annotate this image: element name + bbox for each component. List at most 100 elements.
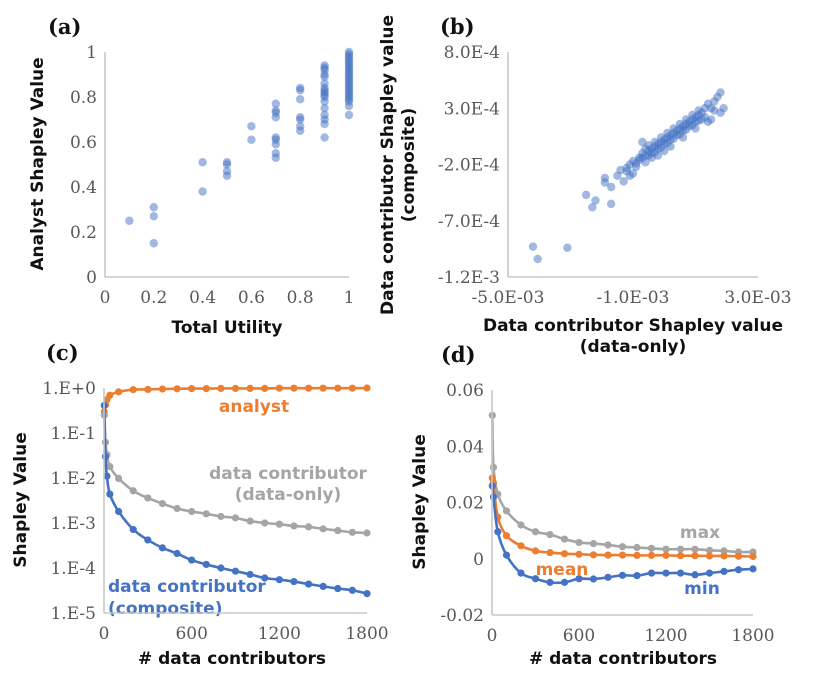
series-marker <box>290 577 298 586</box>
data-point <box>697 108 706 117</box>
series-marker <box>489 463 498 471</box>
x-tick-label: 0.6 <box>238 288 265 308</box>
y-tick-label: 0.6 <box>70 133 97 153</box>
data-point <box>703 117 713 126</box>
data-point <box>581 190 591 200</box>
series-marker <box>173 549 181 558</box>
data-point <box>149 212 158 221</box>
series-marker <box>290 522 298 530</box>
x-tick-label: 1800 <box>731 626 774 646</box>
x-tick-label: 0 <box>100 288 111 308</box>
points-b <box>528 88 728 264</box>
series-marker <box>246 517 254 525</box>
series-marker <box>633 551 641 559</box>
x-tick-label: 1800 <box>345 624 388 644</box>
series-marker <box>517 521 525 529</box>
panel-label-d: (d) <box>441 342 476 367</box>
x-tick-label: -1.0E-03 <box>597 288 670 308</box>
x-ticks-a: 0 0.2 0.4 0.6 0.8 1 <box>100 288 355 308</box>
series-marker <box>502 532 511 540</box>
series-marker <box>158 499 167 508</box>
panel-c-line-log: (c) 0 600 1200 1800 1.E+01.E-11.E-21.E-31.E… <box>11 340 389 669</box>
series-marker <box>749 552 757 561</box>
x-tick-label: 3.0E-03 <box>724 288 791 308</box>
series-marker <box>618 551 627 559</box>
series-marker <box>304 384 313 392</box>
series-marker <box>604 573 612 581</box>
series-marker <box>705 552 714 560</box>
data-point <box>635 155 644 165</box>
series-marker <box>173 385 181 393</box>
series-marker <box>560 535 569 543</box>
series-marker <box>319 384 327 392</box>
panel-b-scatter: (b) -5.0E-03 -1.0E-03 3.0E-03 8.0E-4 3.0E-4… <box>378 14 792 357</box>
series-marker <box>589 551 598 559</box>
y-axis-title-c: Shapley Value <box>11 432 31 568</box>
y-tick-label: 0.4 <box>70 178 97 198</box>
series-marker <box>546 578 554 586</box>
data-point <box>619 177 628 186</box>
points-a <box>125 47 354 248</box>
series-marker <box>103 472 111 480</box>
series-marker <box>319 525 327 533</box>
series-marker <box>202 384 210 393</box>
y-tick-label: 1.E-3 <box>50 514 96 534</box>
series-marker <box>589 539 598 548</box>
data-point <box>638 137 647 147</box>
x-axis-title-a: Total Utility <box>172 318 283 338</box>
x-tick-label: 1 <box>344 288 355 308</box>
x-tick-label: 0 <box>487 626 498 646</box>
y-tick-label: 1 <box>86 43 97 63</box>
x-tick-label: 0.4 <box>189 288 216 308</box>
series-marker <box>363 384 371 392</box>
x-axis-title-c: # data contributors <box>138 649 326 669</box>
series-marker <box>275 520 283 528</box>
data-point <box>616 165 625 175</box>
series-marker <box>319 582 327 591</box>
data-point <box>198 187 207 196</box>
panel-label-a: (a) <box>48 14 81 39</box>
series-marker <box>560 578 569 586</box>
series-marker <box>334 584 342 593</box>
series-marker <box>231 514 240 522</box>
series-marker <box>575 550 583 558</box>
series-marker <box>363 589 371 598</box>
series-marker <box>348 528 356 536</box>
series-marker <box>691 545 699 553</box>
series-marker <box>261 574 269 582</box>
series-marker <box>217 564 225 572</box>
series-marker <box>633 572 641 580</box>
y-tick-label: -7.0E-4 <box>438 212 500 232</box>
series-marker <box>734 566 743 574</box>
series-marker <box>202 560 210 569</box>
series-marker <box>231 567 240 575</box>
panel-a-scatter: (a) 0 0.2 0.4 0.6 0.8 1 0 0.2 0.4 0.6 0.8 1 Total … <box>28 14 354 338</box>
y-ticks-d: 0.06 0.04 0.02 0 -0.02 <box>440 381 484 626</box>
series-marker <box>575 538 583 547</box>
y-tick-label: 1.E-5 <box>50 604 96 624</box>
series-marker <box>304 523 313 531</box>
series-marker <box>604 541 612 549</box>
y-ticks-a: 0 0.2 0.4 0.6 0.8 1 <box>70 43 97 288</box>
series-marker <box>144 494 152 502</box>
series-marker <box>246 570 254 579</box>
panel-d-line: (d) 0 600 1200 1800 0.060.040.020-0.02 max … <box>410 342 775 669</box>
x-axis-title-b-line2: (data-only) <box>580 337 687 357</box>
data-point <box>344 110 354 120</box>
data-point <box>663 128 672 138</box>
data-point <box>631 162 641 171</box>
series-marker <box>261 384 269 392</box>
data-point <box>344 101 354 111</box>
data-point <box>669 134 678 143</box>
y-axis-title-b-line2: (composite) <box>399 108 419 222</box>
series-marker <box>604 551 612 559</box>
series-marker <box>188 384 196 393</box>
x-tick-label: 600 <box>563 626 595 646</box>
series-marker <box>676 552 685 560</box>
x-tick-label: 0 <box>99 624 110 644</box>
series-marker <box>115 507 123 516</box>
series-marker <box>618 543 627 551</box>
series-label-data-only-line2: (data-only) <box>235 485 342 505</box>
data-point <box>666 142 675 151</box>
